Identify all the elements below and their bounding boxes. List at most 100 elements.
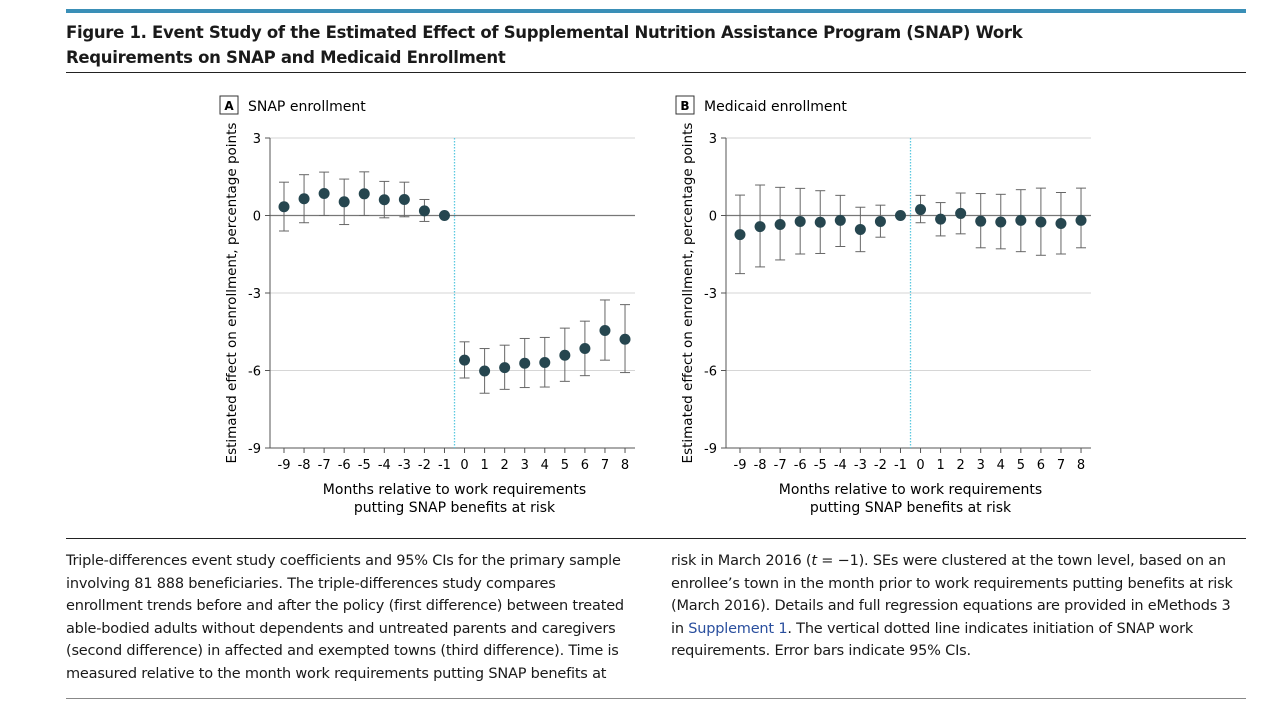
- data-point: [378, 194, 390, 206]
- title-divider: [66, 72, 1246, 73]
- x-tick-label: -7: [318, 458, 331, 473]
- data-point: [459, 354, 471, 366]
- panel-title: SNAP enrollment: [248, 99, 366, 115]
- data-point: [734, 229, 746, 241]
- data-point: [539, 356, 551, 368]
- data-point: [834, 214, 846, 226]
- x-tick-label: -8: [298, 458, 311, 473]
- data-point: [874, 215, 886, 227]
- x-tick-label: -2: [874, 458, 887, 473]
- y-axis-label: Estimated effect on enrollment, percenta…: [224, 123, 240, 464]
- data-point: [1075, 214, 1087, 226]
- x-tick-label: 5: [1017, 458, 1025, 473]
- caption-left: Triple-differences event study coefficie…: [66, 553, 624, 682]
- supplement-link[interactable]: Supplement 1: [688, 620, 788, 637]
- x-tick-label: -7: [774, 458, 787, 473]
- y-tick-label: -3: [704, 287, 717, 302]
- data-point: [559, 349, 571, 361]
- x-tick-label: 2: [957, 458, 965, 473]
- data-point: [579, 343, 591, 355]
- data-point: [995, 216, 1007, 228]
- x-tick-label: 4: [997, 458, 1005, 473]
- x-tick-label: -5: [814, 458, 827, 473]
- caption-right: risk in March 2016 (t = −1). SEs were cl…: [671, 550, 1241, 663]
- data-point: [519, 357, 531, 369]
- y-tick-label: 3: [253, 132, 261, 147]
- data-point: [358, 188, 370, 200]
- x-tick-label: -5: [358, 458, 371, 473]
- panel-letter-box: [219, 95, 239, 115]
- data-point: [278, 201, 290, 213]
- x-tick-label: -9: [734, 458, 747, 473]
- x-axis-label: Months relative to work requirements: [323, 482, 586, 498]
- x-tick-label: 6: [1037, 458, 1045, 473]
- x-tick-label: -1: [894, 458, 907, 473]
- x-tick-label: -6: [794, 458, 807, 473]
- data-point: [1015, 214, 1027, 226]
- x-tick-label: 3: [977, 458, 985, 473]
- data-point: [499, 362, 511, 374]
- x-tick-label: -4: [378, 458, 391, 473]
- x-tick-label: 6: [581, 458, 589, 473]
- figure-divider: [66, 538, 1246, 539]
- x-tick-label: 2: [501, 458, 509, 473]
- x-tick-label: -9: [278, 458, 291, 473]
- x-tick-label: -3: [854, 458, 867, 473]
- bottom-divider: [66, 698, 1246, 699]
- figure-charts: A SNAP enrollment 3 0 -3 -6 -9 -9 -8 -7 -6 -5 -4 -3 -2…: [219, 95, 1091, 516]
- data-point: [298, 193, 310, 205]
- data-point: [814, 216, 826, 228]
- x-tick-label: 7: [601, 458, 609, 473]
- caption-text: . The vertical dotted line indicates ini…: [671, 620, 1194, 660]
- x-tick-label: 3: [521, 458, 529, 473]
- x-tick-label: -6: [338, 458, 351, 473]
- data-point: [955, 207, 967, 219]
- x-tick-label: 1: [936, 458, 944, 473]
- y-tick-label: -6: [704, 365, 717, 380]
- figure-title: Figure 1. Event Study of the Estimated E…: [66, 23, 1023, 67]
- x-tick-label: -2: [418, 458, 431, 473]
- panel-letter: B: [680, 99, 689, 113]
- panel-letter-box: [675, 95, 695, 115]
- data-point: [318, 188, 330, 200]
- y-tick-label: -6: [248, 365, 261, 380]
- x-tick-label: 7: [1057, 458, 1065, 473]
- x-tick-label: -3: [398, 458, 411, 473]
- x-tick-label: -1: [438, 458, 451, 473]
- accent-bar: [66, 9, 1246, 13]
- data-point: [935, 213, 947, 225]
- data-point: [1035, 216, 1047, 228]
- y-axis-label: Estimated effect on enrollment, percenta…: [680, 123, 696, 464]
- data-point: [854, 223, 866, 235]
- x-tick-label: -8: [754, 458, 767, 473]
- caption-text: risk in March 2016 (: [671, 553, 812, 569]
- data-point: [599, 324, 611, 336]
- data-point: [1055, 218, 1067, 230]
- caption-text: = −1). SEs were clustered at the town le…: [671, 553, 1233, 637]
- data-point: [619, 333, 631, 345]
- x-axis-label: putting SNAP benefits at risk: [810, 500, 1012, 516]
- y-tick-label: 0: [709, 210, 717, 225]
- data-point: [398, 193, 410, 205]
- y-tick-label: 3: [709, 132, 717, 147]
- data-point: [479, 365, 491, 377]
- data-point: [894, 210, 906, 221]
- data-point: [774, 219, 786, 231]
- x-tick-label: -4: [834, 458, 847, 473]
- panel-title: Medicaid enrollment: [704, 99, 847, 115]
- y-tick-label: -9: [248, 442, 261, 457]
- panel-letter: A: [224, 99, 234, 113]
- x-tick-label: 8: [1077, 458, 1085, 473]
- data-point: [794, 215, 806, 227]
- x-tick-label: 4: [541, 458, 549, 473]
- data-point: [438, 210, 450, 221]
- y-tick-label: 0: [253, 210, 261, 225]
- x-tick-label: 0: [916, 458, 924, 473]
- x-tick-label: 8: [621, 458, 629, 473]
- x-tick-label: 5: [561, 458, 569, 473]
- x-axis-label: Months relative to work requirements: [779, 482, 1042, 498]
- data-point: [754, 221, 766, 233]
- caption-italic: t: [811, 553, 817, 569]
- data-point: [975, 215, 987, 227]
- x-tick-label: 1: [480, 458, 488, 473]
